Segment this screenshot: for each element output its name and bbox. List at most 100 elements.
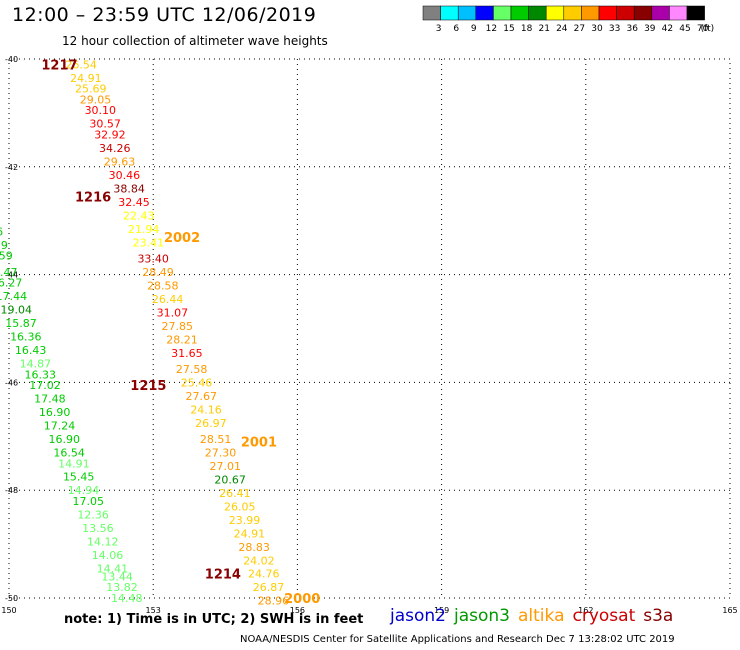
wave-height-point: 27.58 — [176, 363, 208, 376]
wave-height-point: 17.24 — [44, 420, 76, 433]
wave-height-point: 13.44 — [101, 570, 133, 583]
legend-color-swatch — [440, 5, 459, 21]
legend-value-label: 24 — [556, 24, 568, 34]
wave-height-point: 31.07 — [157, 306, 189, 319]
y-tick-label: -48 — [5, 486, 18, 495]
wave-height-point: 14.94 — [68, 484, 100, 497]
wave-height-point: 34.26 — [99, 142, 131, 155]
wave-height-point: 14.48 — [111, 592, 143, 605]
time-label: 2002 — [164, 231, 200, 246]
wave-height-point: 13.82 — [106, 581, 138, 594]
wave-height-point: 12.36 — [77, 508, 109, 521]
legend-color-swatch — [493, 5, 512, 21]
wave-height-point: 28.58 — [147, 279, 179, 292]
wave-height-point: 19.04 — [0, 304, 32, 317]
wave-height-point: 14.87 — [20, 358, 52, 371]
legend-unit-label: (ft) — [701, 24, 715, 34]
y-tick-label: -42 — [5, 163, 18, 172]
y-tick-label: -50 — [5, 594, 18, 603]
time-label: 2000 — [284, 592, 320, 607]
legend-value-label: 9 — [471, 24, 477, 34]
wave-height-point: 16.43 — [15, 344, 47, 357]
wave-height-point: 26.05 — [224, 500, 256, 513]
legend-value-label: 15 — [503, 24, 514, 34]
satellite-name: altika — [518, 606, 565, 626]
wave-height-point: 17.44 — [0, 290, 27, 303]
wave-height-point: 27.01 — [210, 460, 242, 473]
wave-height-point: 26.87 — [253, 581, 285, 594]
wave-height-point: 28.96 — [258, 595, 290, 608]
y-tick-label: -40 — [5, 55, 18, 64]
wave-height-point: 24.76 — [248, 568, 280, 581]
legend-color-swatch — [633, 5, 653, 21]
wave-height-point: 16.90 — [39, 406, 71, 419]
wave-height-point: 27.85 — [161, 320, 193, 333]
wave-height-point: 27.67 — [186, 390, 218, 403]
legend-value-label: 6 — [453, 24, 459, 34]
wave-height-point: 16.90 — [49, 433, 81, 446]
legend-color-swatch — [651, 5, 670, 21]
wave-height-point: 15.45 — [63, 471, 95, 484]
wave-height-point: 22.43 — [123, 209, 155, 222]
wave-height-point: 25.69 — [75, 83, 107, 96]
wave-height-point: 17.59 — [0, 250, 13, 263]
legend-color-swatch — [598, 5, 617, 21]
wave-height-point: 17.02 — [29, 379, 61, 392]
plot-frame — [8, 58, 731, 599]
chart-subtitle: 12 hour collection of altimeter wave hei… — [62, 34, 328, 48]
wave-height-point: 30.57 — [89, 118, 121, 131]
wave-height-point: 28.83 — [238, 541, 270, 554]
chart-title: 12:00 – 23:59 UTC 12/06/2019 — [12, 4, 317, 26]
satellite-name: cryosat — [572, 606, 636, 626]
legend-color-swatch — [545, 5, 565, 21]
legend-color-swatch — [475, 5, 494, 21]
time-label: 1214 — [205, 568, 241, 583]
legend-color-swatch — [686, 5, 705, 21]
time-label: 1216 — [75, 190, 111, 205]
x-tick-label: 150 — [1, 606, 16, 615]
wave-height-point: 16.54 — [53, 446, 85, 459]
wave-height-point: 15.87 — [5, 317, 37, 330]
legend-value-label: 18 — [521, 24, 533, 34]
legend-color-swatch — [457, 5, 477, 21]
legend-value-label: 3 — [436, 24, 442, 34]
satellite-name: jason2 — [390, 606, 446, 626]
wave-height-point: 14.06 — [92, 549, 124, 562]
wave-height-point: 38.84 — [113, 182, 145, 195]
wave-height-point: 16.96 — [0, 225, 3, 238]
footer-note: note: 1) Time is in UTC; 2) SWH is in fe… — [64, 612, 364, 627]
legend-value-label: 36 — [626, 24, 638, 34]
wave-height-point: 20.67 — [214, 473, 246, 486]
wave-height-point: 24.02 — [243, 554, 275, 567]
wave-height-point: 16.47 — [0, 266, 18, 279]
legend-value-label: 27 — [574, 24, 585, 34]
legend-color-swatch — [669, 5, 688, 21]
wave-height-point: 16.27 — [0, 277, 22, 290]
wave-height-point: 16.33 — [24, 368, 56, 381]
wave-height-point: 32.92 — [94, 128, 126, 141]
wave-height-point: 30.46 — [109, 169, 141, 182]
x-tick-label: 165 — [722, 606, 737, 615]
wave-height-point: 28.21 — [166, 333, 198, 346]
wave-height-point: 26.97 — [195, 417, 227, 430]
wave-height-point: 28.49 — [142, 266, 174, 279]
wave-height-point: 25.46 — [181, 376, 213, 389]
wave-height-point: 26.44 — [152, 293, 184, 306]
legend-value-label: 21 — [538, 24, 549, 34]
footer-credit: NOAA/NESDIS Center for Satellite Applica… — [240, 634, 675, 645]
legend-value-label: 45 — [679, 24, 690, 34]
legend-value-label: 70 — [697, 24, 709, 34]
wave-height-point: 30.10 — [85, 104, 117, 117]
wave-height-point: 24.91 — [234, 527, 266, 540]
legend-color-swatch — [528, 5, 547, 21]
wave-height-point: 27.30 — [205, 446, 237, 459]
x-tick-label: 156 — [290, 606, 305, 615]
wave-height-point: 21.94 — [128, 223, 160, 236]
legend-value-label: 42 — [662, 24, 673, 34]
wave-height-point: 17.48 — [34, 393, 66, 406]
legend-color-swatch — [510, 5, 529, 21]
legend-value-label: 33 — [609, 24, 620, 34]
satellite-legend: jason2 jason3 altika cryosat s3a — [390, 606, 681, 626]
wave-height-point: 16.36 — [10, 331, 42, 344]
wave-height-point: 33.40 — [137, 252, 169, 265]
